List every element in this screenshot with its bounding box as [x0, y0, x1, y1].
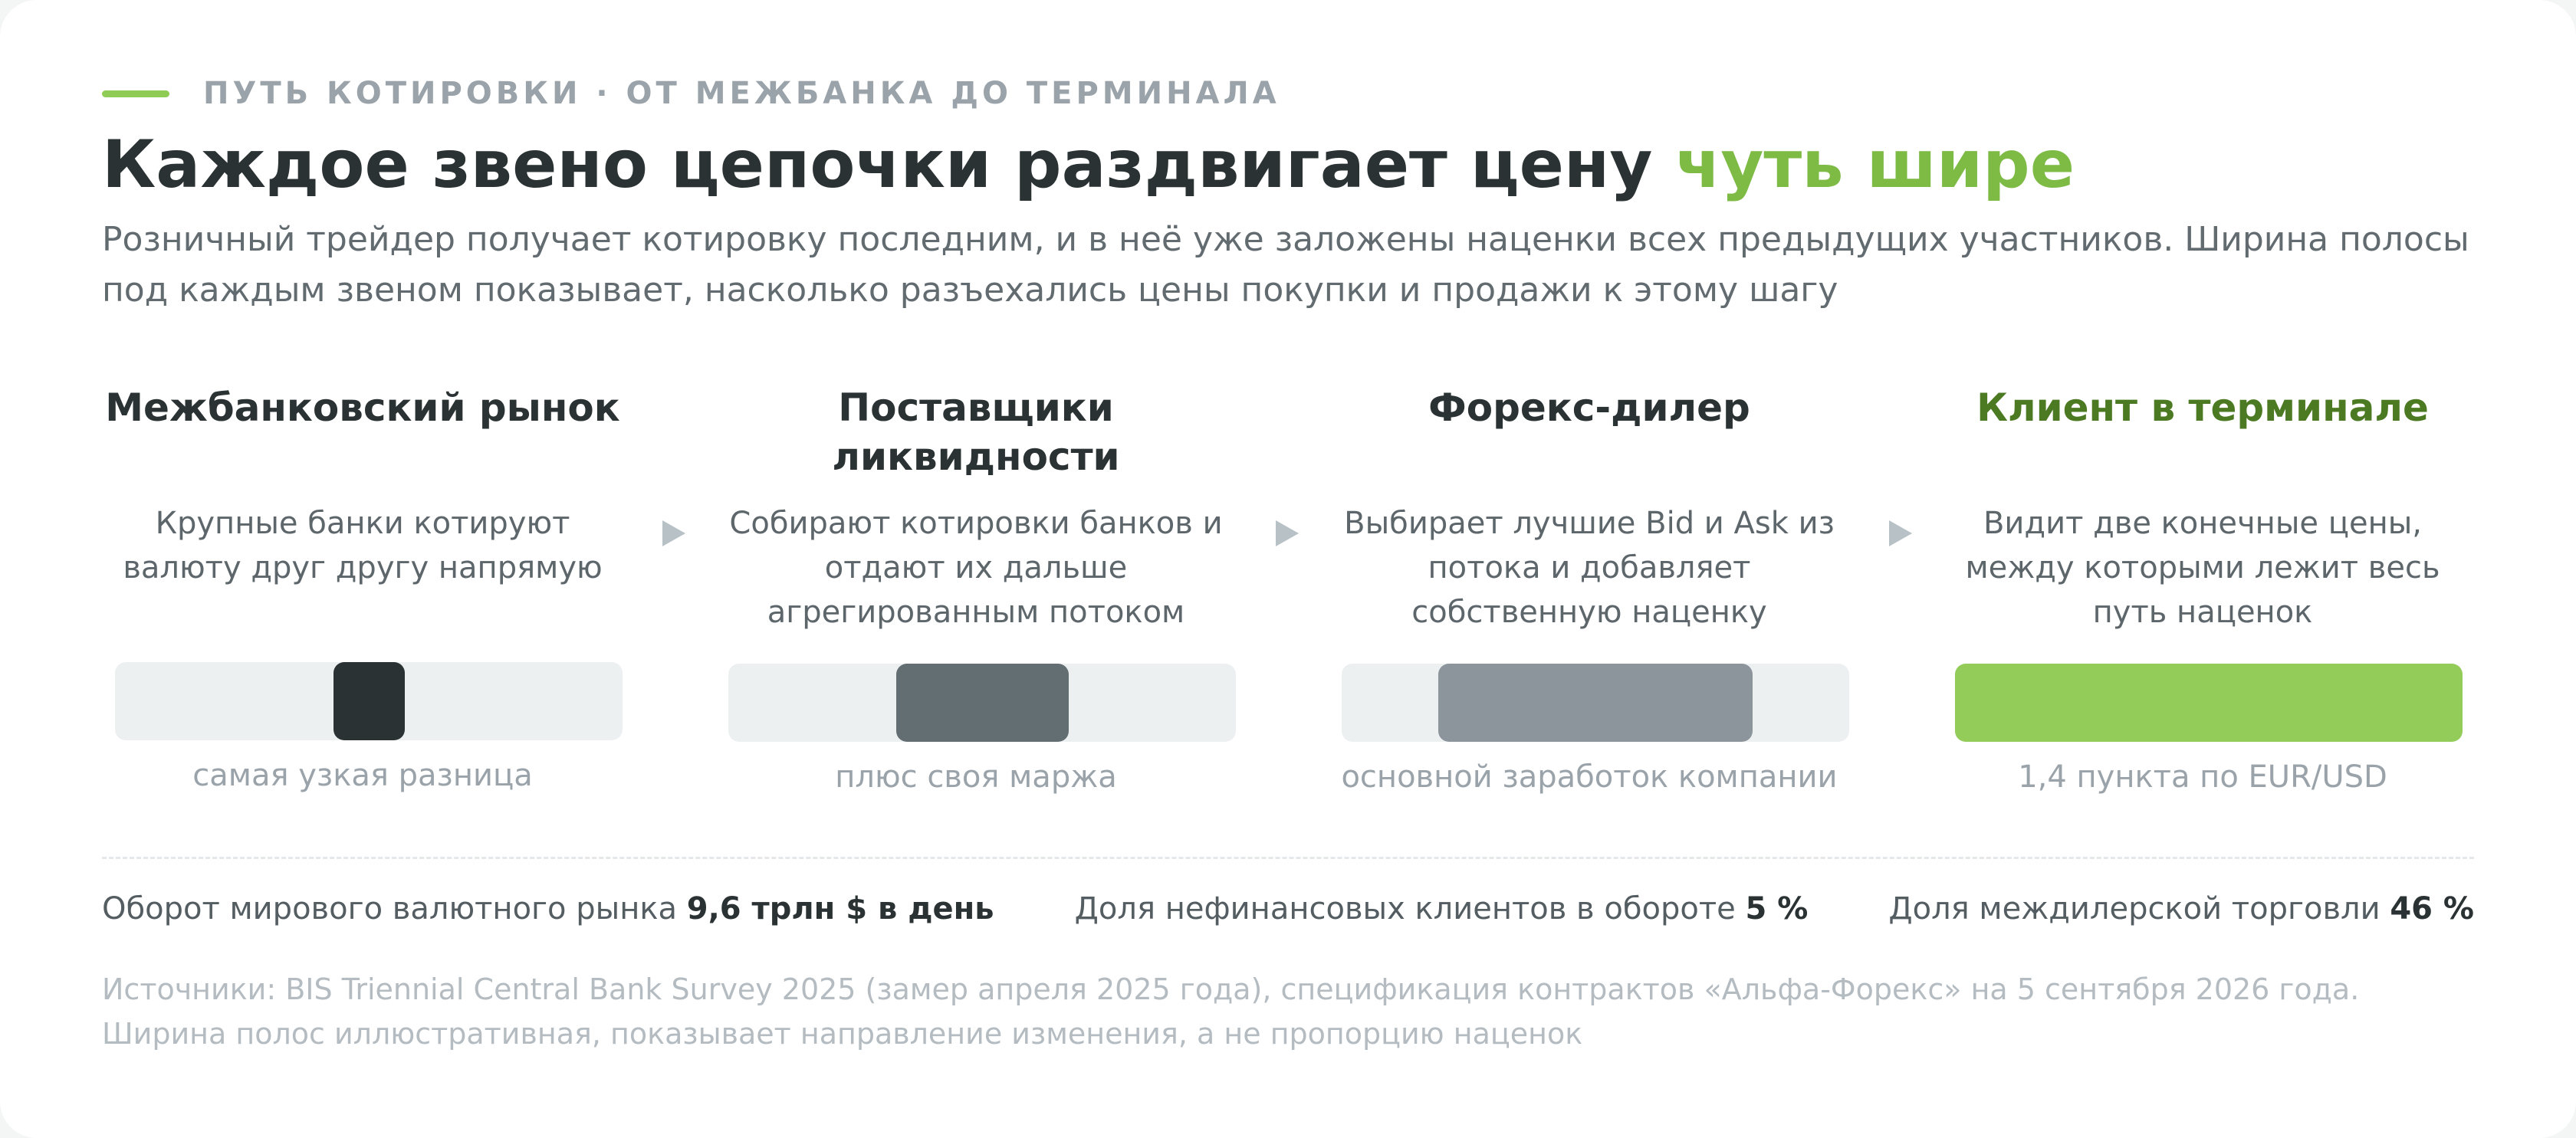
spread-bar-track — [728, 664, 1236, 742]
spread-bar-fill — [1955, 664, 2463, 742]
stat-item: Доля междилерской торговли 46 % — [1888, 886, 2474, 932]
title-accent: чуть шире — [1675, 126, 2075, 203]
stat-label: Доля междилерской торговли — [1888, 891, 2380, 926]
spread-bar-track — [115, 662, 623, 740]
spread-bar-fill — [1438, 664, 1753, 742]
step-forex-dealer: Форекс-дилер Выбирает лучшие Bid и Ask и… — [1329, 383, 1850, 635]
eyebrow-accent-line — [102, 90, 169, 97]
spread-bar-track — [1342, 664, 1849, 742]
stat-item: Доля нефинансовых клиентов в обороте 5 % — [1075, 886, 1809, 932]
step-title: Поставщики ликвидности — [832, 385, 1120, 479]
page-title: Каждое звено цепочки раздвигает цену чут… — [102, 123, 2075, 207]
arrow-right-icon — [1889, 520, 1912, 546]
step-title: Клиент в терминале — [1976, 385, 2429, 430]
stat-value: 9,6 трлн $ в день — [686, 891, 994, 926]
step-caption: самая узкая разница — [192, 758, 533, 793]
sources-note: Источники: BIS Triennial Central Bank Su… — [102, 967, 2517, 1056]
stat-value: 46 % — [2390, 891, 2474, 926]
spread-bar-fill — [896, 664, 1069, 742]
step-description: Собирают котировки банков и отдают их да… — [729, 506, 1223, 630]
step-title: Форекс-дилер — [1428, 385, 1750, 430]
arrow-right-icon — [662, 520, 685, 546]
step-description: Видит две конечные цены, между которыми … — [1965, 506, 2440, 630]
stats-row: Оборот мирового валютного рынка 9,6 трлн… — [102, 886, 2474, 932]
eyebrow-text: ПУТЬ КОТИРОВКИ · ОТ МЕЖБАНКА ДО ТЕРМИНАЛ… — [203, 76, 1280, 111]
title-main: Каждое звено цепочки раздвигает цену — [102, 126, 1676, 203]
spread-bar-track — [1955, 664, 2463, 742]
step-caption: 1,4 пункта по EUR/USD — [2018, 759, 2387, 795]
sources-line: Ширина полос иллюстративная, показывает … — [102, 1017, 1583, 1051]
spread-bar-fill — [334, 662, 405, 740]
stat-label: Доля нефинансовых клиентов в обороте — [1074, 891, 1736, 926]
step-caption: плюс своя маржа — [835, 759, 1117, 795]
step-description: Выбирает лучшие Bid и Ask из потока и до… — [1344, 506, 1835, 630]
stat-value: 5 % — [1745, 891, 1809, 926]
quote-chain: Межбанковский рынок Крупные банки котиру… — [102, 383, 2474, 812]
sources-line: Источники: BIS Triennial Central Bank Su… — [102, 972, 2360, 1006]
arrow-right-icon — [1276, 520, 1299, 546]
step-client-terminal: Клиент в терминале Видит две конечные це… — [1942, 383, 2463, 635]
step-interbank: Межбанковский рынок Крупные банки котиру… — [102, 383, 623, 635]
divider — [102, 857, 2474, 859]
step-description: Крупные банки котируют валюту друг другу… — [123, 506, 603, 585]
stat-item: Оборот мирового валютного рынка 9,6 трлн… — [102, 886, 994, 932]
lede-text: Розничный трейдер получает котировку пос… — [102, 220, 2469, 310]
eyebrow: ПУТЬ КОТИРОВКИ · ОТ МЕЖБАНКА ДО ТЕРМИНАЛ… — [102, 74, 1280, 113]
step-liquidity-providers: Поставщики ликвидности Собирают котировк… — [715, 383, 1237, 635]
step-caption: основной заработок компании — [1341, 759, 1838, 795]
stat-label: Оборот мирового валютного рынка — [102, 891, 678, 926]
step-title: Межбанковский рынок — [105, 385, 620, 430]
